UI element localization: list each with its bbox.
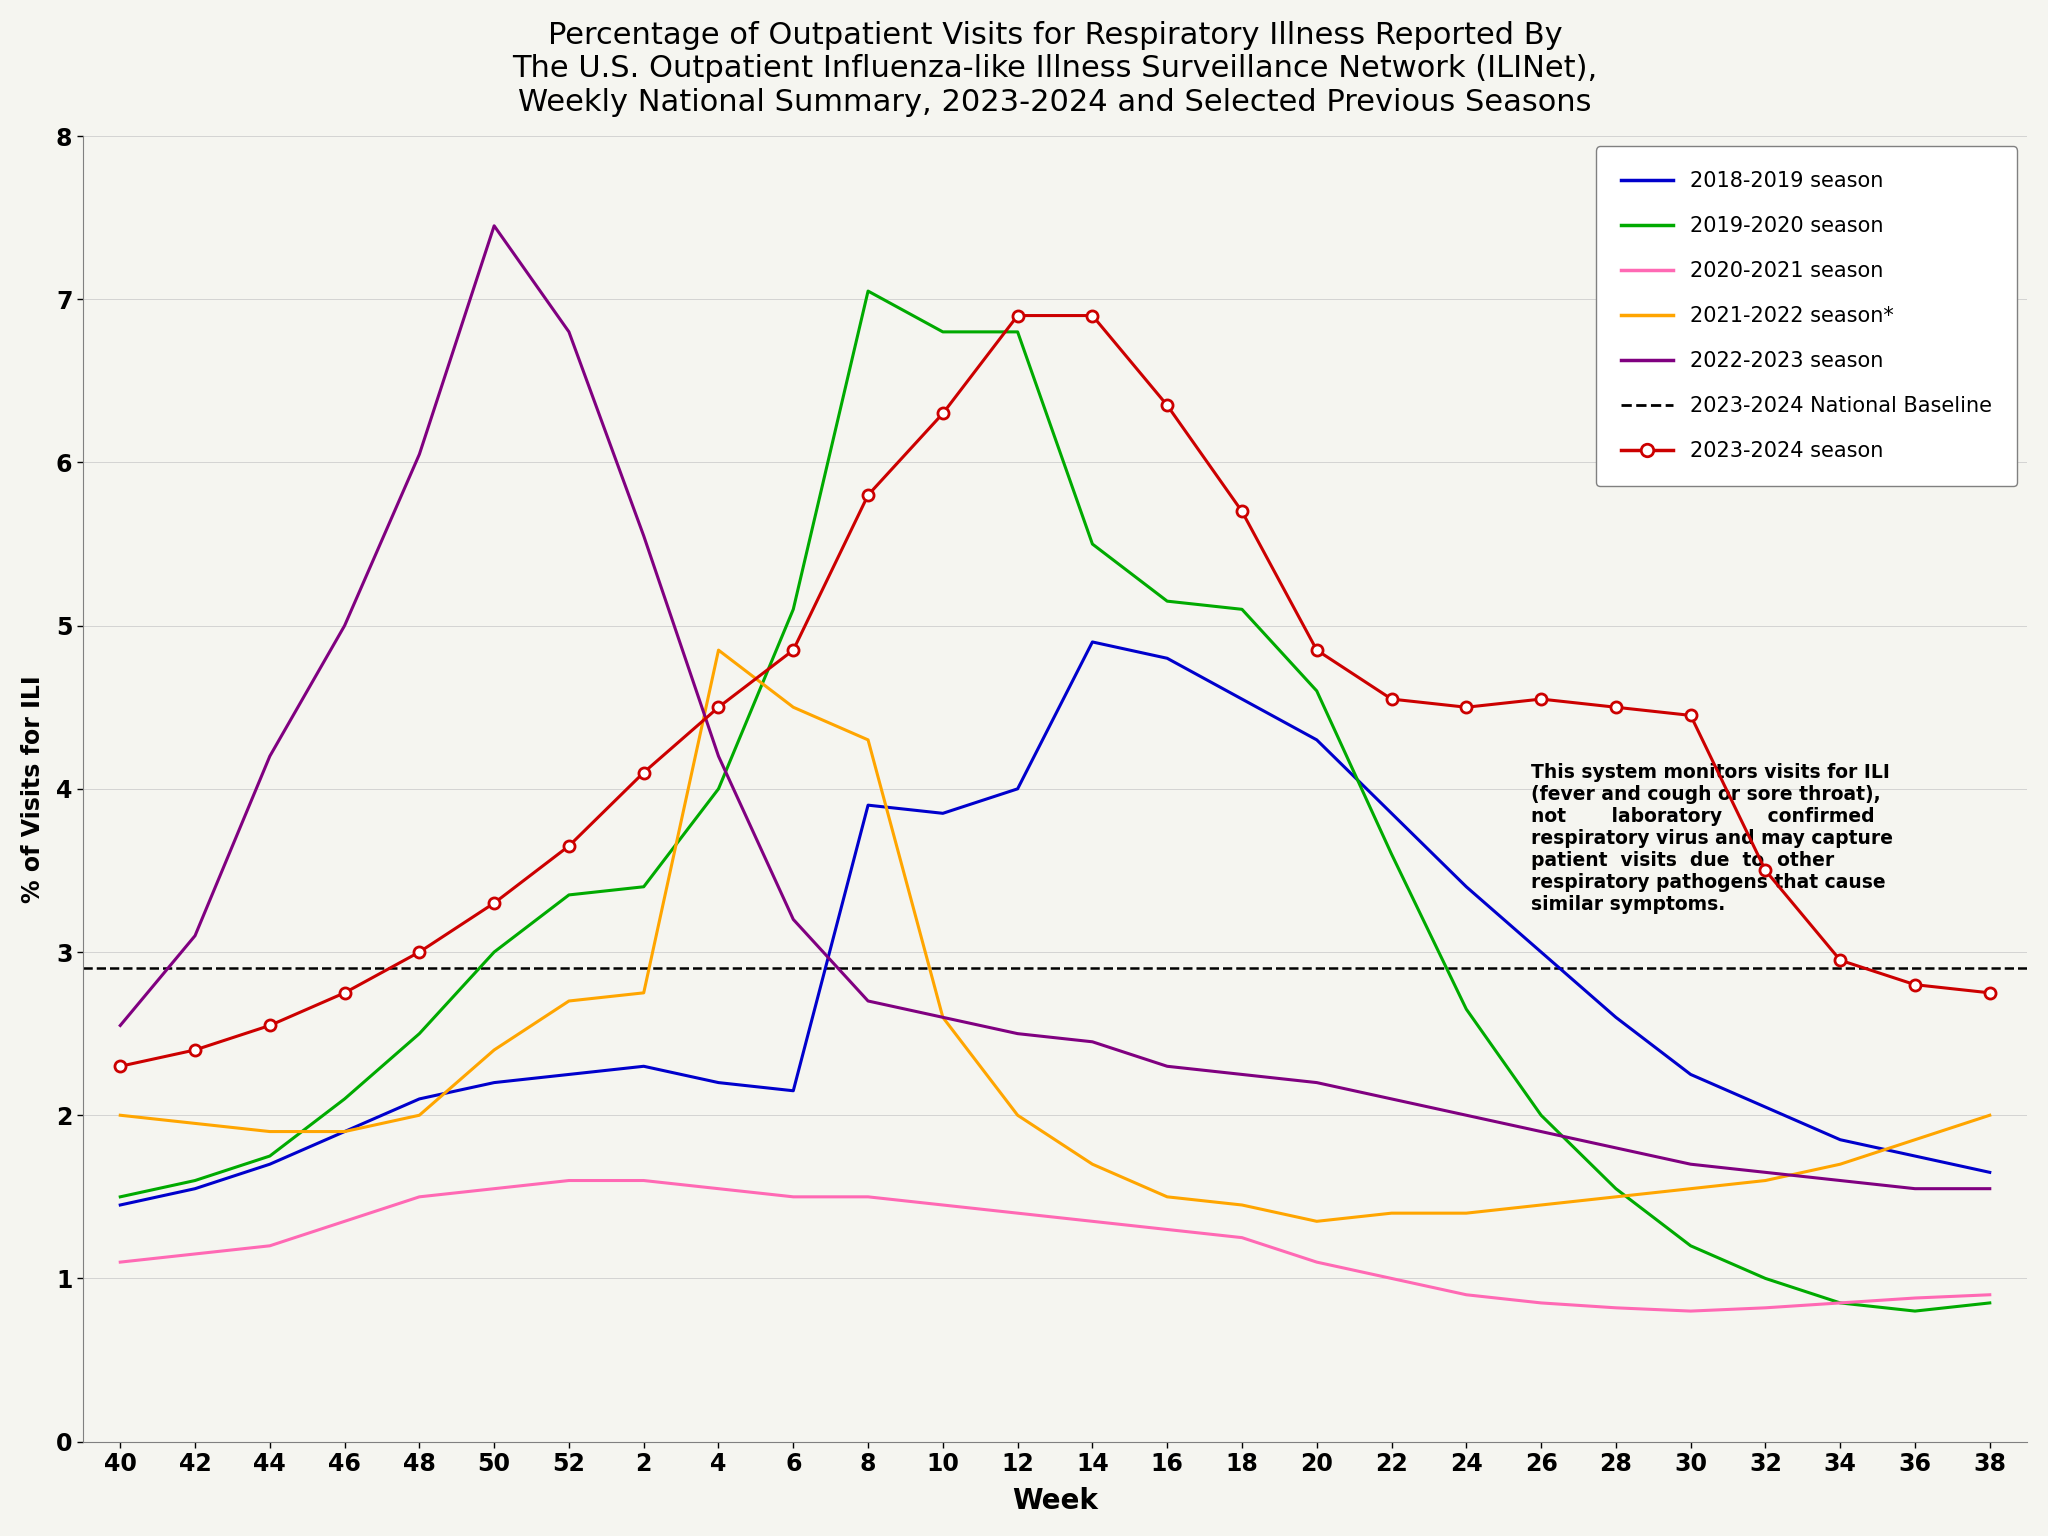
Title: Percentage of Outpatient Visits for Respiratory Illness Reported By
The U.S. Out: Percentage of Outpatient Visits for Resp… (512, 22, 1597, 117)
X-axis label: Week: Week (1012, 1487, 1098, 1514)
Text: This system monitors visits for ILI
(fever and cough or sore throat),
not       : This system monitors visits for ILI (fev… (1532, 763, 1892, 914)
Legend: 2018-2019 season, 2019-2020 season, 2020-2021 season, 2021-2022 season*, 2022-20: 2018-2019 season, 2019-2020 season, 2020… (1595, 146, 2017, 487)
Y-axis label: % of Visits for ILI: % of Visits for ILI (20, 674, 45, 903)
